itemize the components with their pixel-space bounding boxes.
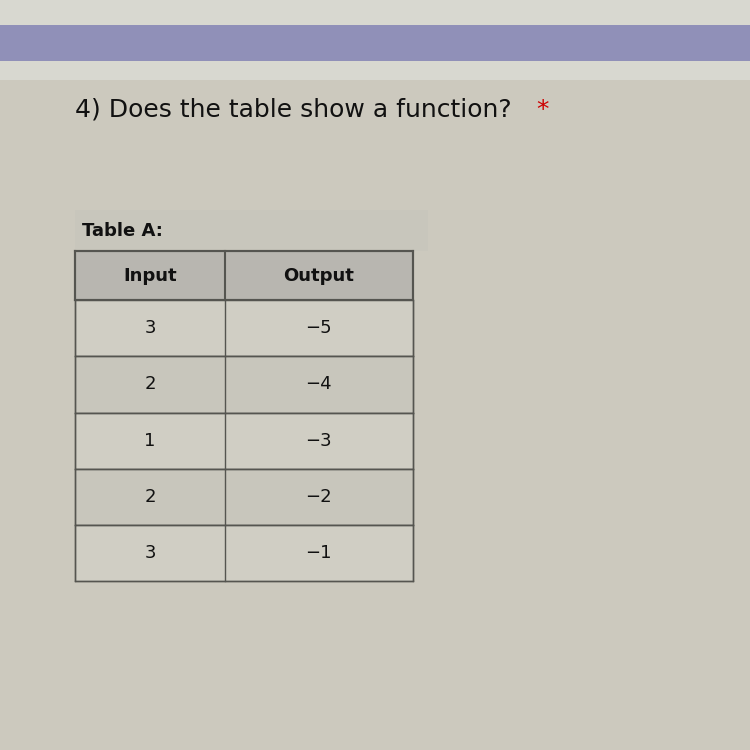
Text: −5: −5 xyxy=(305,320,332,338)
Bar xyxy=(75,469,413,525)
Bar xyxy=(75,300,413,356)
Bar xyxy=(75,525,413,581)
Bar xyxy=(75,356,413,413)
Bar xyxy=(0,26,750,62)
Text: −4: −4 xyxy=(305,376,332,394)
Bar xyxy=(75,251,413,300)
Text: −2: −2 xyxy=(305,488,332,506)
Text: 3: 3 xyxy=(144,544,156,562)
Text: *: * xyxy=(536,98,548,122)
Text: 1: 1 xyxy=(144,432,156,450)
Bar xyxy=(75,413,413,469)
Text: Output: Output xyxy=(284,267,354,285)
Text: Input: Input xyxy=(123,267,177,285)
Text: 4) Does the table show a function?: 4) Does the table show a function? xyxy=(75,98,520,122)
Bar xyxy=(0,62,750,80)
Text: Table A:: Table A: xyxy=(82,222,164,240)
Bar xyxy=(75,210,428,251)
Text: 2: 2 xyxy=(144,488,156,506)
Text: 3: 3 xyxy=(144,320,156,338)
Text: 2: 2 xyxy=(144,376,156,394)
Text: −1: −1 xyxy=(305,544,332,562)
Text: −3: −3 xyxy=(305,432,332,450)
Bar xyxy=(0,0,750,26)
